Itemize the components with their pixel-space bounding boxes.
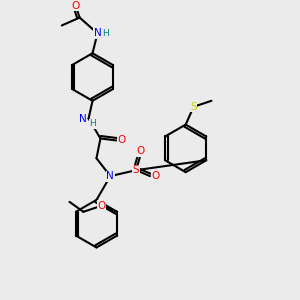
Text: O: O — [136, 146, 144, 156]
Text: H: H — [102, 29, 109, 38]
Text: S: S — [133, 165, 140, 175]
Text: N: N — [106, 171, 114, 181]
Text: N: N — [94, 28, 101, 38]
Text: O: O — [152, 171, 160, 181]
Text: H: H — [89, 119, 96, 128]
Text: O: O — [117, 135, 125, 146]
Text: O: O — [71, 1, 80, 11]
Text: O: O — [97, 201, 105, 211]
Text: N: N — [79, 114, 86, 124]
Text: S: S — [190, 102, 197, 112]
